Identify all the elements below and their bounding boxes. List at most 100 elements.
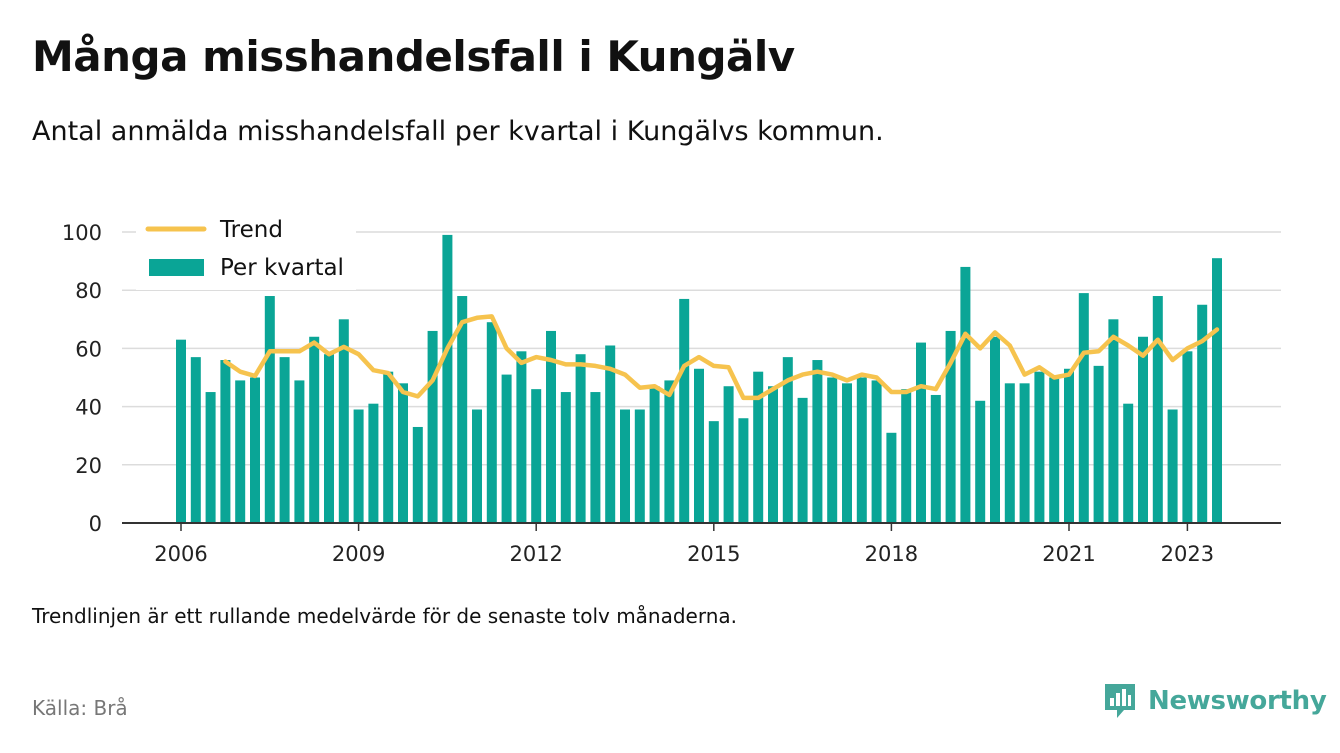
bar <box>1108 319 1119 523</box>
bars-series <box>176 234 1222 523</box>
bar <box>1064 368 1074 523</box>
bar <box>990 336 1000 523</box>
trend-line <box>223 314 1220 401</box>
legend-trend-label: Trend <box>219 217 283 243</box>
bar <box>960 266 971 523</box>
bar <box>383 371 394 523</box>
bar <box>664 380 675 523</box>
bar <box>871 380 882 523</box>
bar <box>294 380 305 523</box>
bar <box>309 336 320 523</box>
bar <box>531 389 542 523</box>
chart-area: 0 20 40 60 80 100 2006 2009 2012 2015 2018 2021 202… <box>62 210 1281 566</box>
bar <box>250 377 260 523</box>
legend-bars-label: Per kvartal <box>220 255 344 281</box>
bar <box>353 409 364 523</box>
bar <box>723 386 734 523</box>
bar <box>708 421 719 523</box>
bar <box>1123 403 1134 523</box>
bar <box>975 400 986 523</box>
bar <box>1093 365 1104 523</box>
bar <box>842 383 852 523</box>
bar <box>812 360 823 523</box>
bar <box>1034 371 1045 523</box>
bar <box>398 383 408 523</box>
trend-series <box>223 314 1220 401</box>
bar <box>930 394 941 523</box>
bar <box>753 371 764 523</box>
bar <box>1212 258 1222 523</box>
bar <box>1138 336 1148 523</box>
newsworthy-logo: Newsworthy <box>1102 681 1327 721</box>
bar <box>427 330 438 523</box>
bar <box>235 380 246 523</box>
bar <box>190 357 201 523</box>
y-axis-labels: 0 20 40 60 80 100 <box>62 221 102 536</box>
bar <box>264 296 275 523</box>
bar <box>1078 293 1089 523</box>
y-tick-label: 0 <box>89 512 102 536</box>
bar <box>590 392 601 523</box>
x-tick-label: 2009 <box>332 542 385 566</box>
y-tick-label: 80 <box>75 279 102 303</box>
bar <box>916 342 926 523</box>
bar <box>827 377 838 523</box>
x-tick-label: 2023 <box>1161 542 1214 566</box>
bar <box>368 403 379 523</box>
x-tick-label: 2012 <box>509 542 562 566</box>
bar <box>797 397 808 523</box>
bar <box>1197 304 1208 523</box>
bar <box>1152 296 1163 523</box>
legend-background <box>136 210 356 290</box>
chart-title: Många misshandelsfall i Kungälv <box>32 32 795 81</box>
bar <box>176 339 186 523</box>
bar <box>768 386 778 523</box>
x-axis-ticks: 2006 2009 2012 2015 2018 2021 2023 <box>154 523 1214 566</box>
bar <box>324 354 334 523</box>
bar <box>1182 351 1193 523</box>
bar <box>279 357 290 523</box>
bar <box>620 409 630 523</box>
bar <box>1019 383 1030 523</box>
bar <box>901 389 912 523</box>
bar <box>501 374 512 523</box>
bar <box>205 392 216 523</box>
y-tick-label: 20 <box>75 454 102 478</box>
bar <box>605 345 616 523</box>
bar <box>679 298 690 523</box>
bar <box>1167 409 1178 523</box>
newsworthy-logo-icon <box>1105 684 1135 718</box>
y-tick-label: 60 <box>75 337 102 361</box>
y-tick-label: 40 <box>75 396 102 420</box>
legend: Trend Per kvartal <box>136 210 356 290</box>
x-tick-label: 2021 <box>1042 542 1095 566</box>
bar <box>649 386 660 523</box>
chart-subtitle: Antal anmälda misshandelsfall per kvarta… <box>32 116 884 147</box>
bar <box>442 234 453 523</box>
bar <box>738 418 749 523</box>
x-tick-label: 2006 <box>154 542 207 566</box>
bar <box>856 377 867 523</box>
footnote: Trendlinjen är ett rullande medelvärde f… <box>32 604 738 628</box>
y-tick-label: 100 <box>62 221 102 245</box>
bar <box>1004 383 1015 523</box>
bar <box>560 392 571 523</box>
bar <box>634 409 645 523</box>
bar <box>412 426 423 523</box>
bar <box>1049 377 1060 523</box>
bar <box>486 322 497 523</box>
bar <box>472 409 482 523</box>
bar <box>546 330 556 523</box>
bar <box>694 368 704 523</box>
bar <box>945 330 956 523</box>
source-note: Källa: Brå <box>32 696 128 720</box>
x-tick-label: 2015 <box>687 542 740 566</box>
bar <box>220 360 231 523</box>
x-tick-label: 2018 <box>865 542 918 566</box>
bar <box>886 432 897 523</box>
bar <box>457 296 468 523</box>
bar <box>338 319 349 523</box>
legend-bar-swatch <box>149 259 204 276</box>
bar <box>575 354 586 523</box>
bar <box>782 357 793 523</box>
